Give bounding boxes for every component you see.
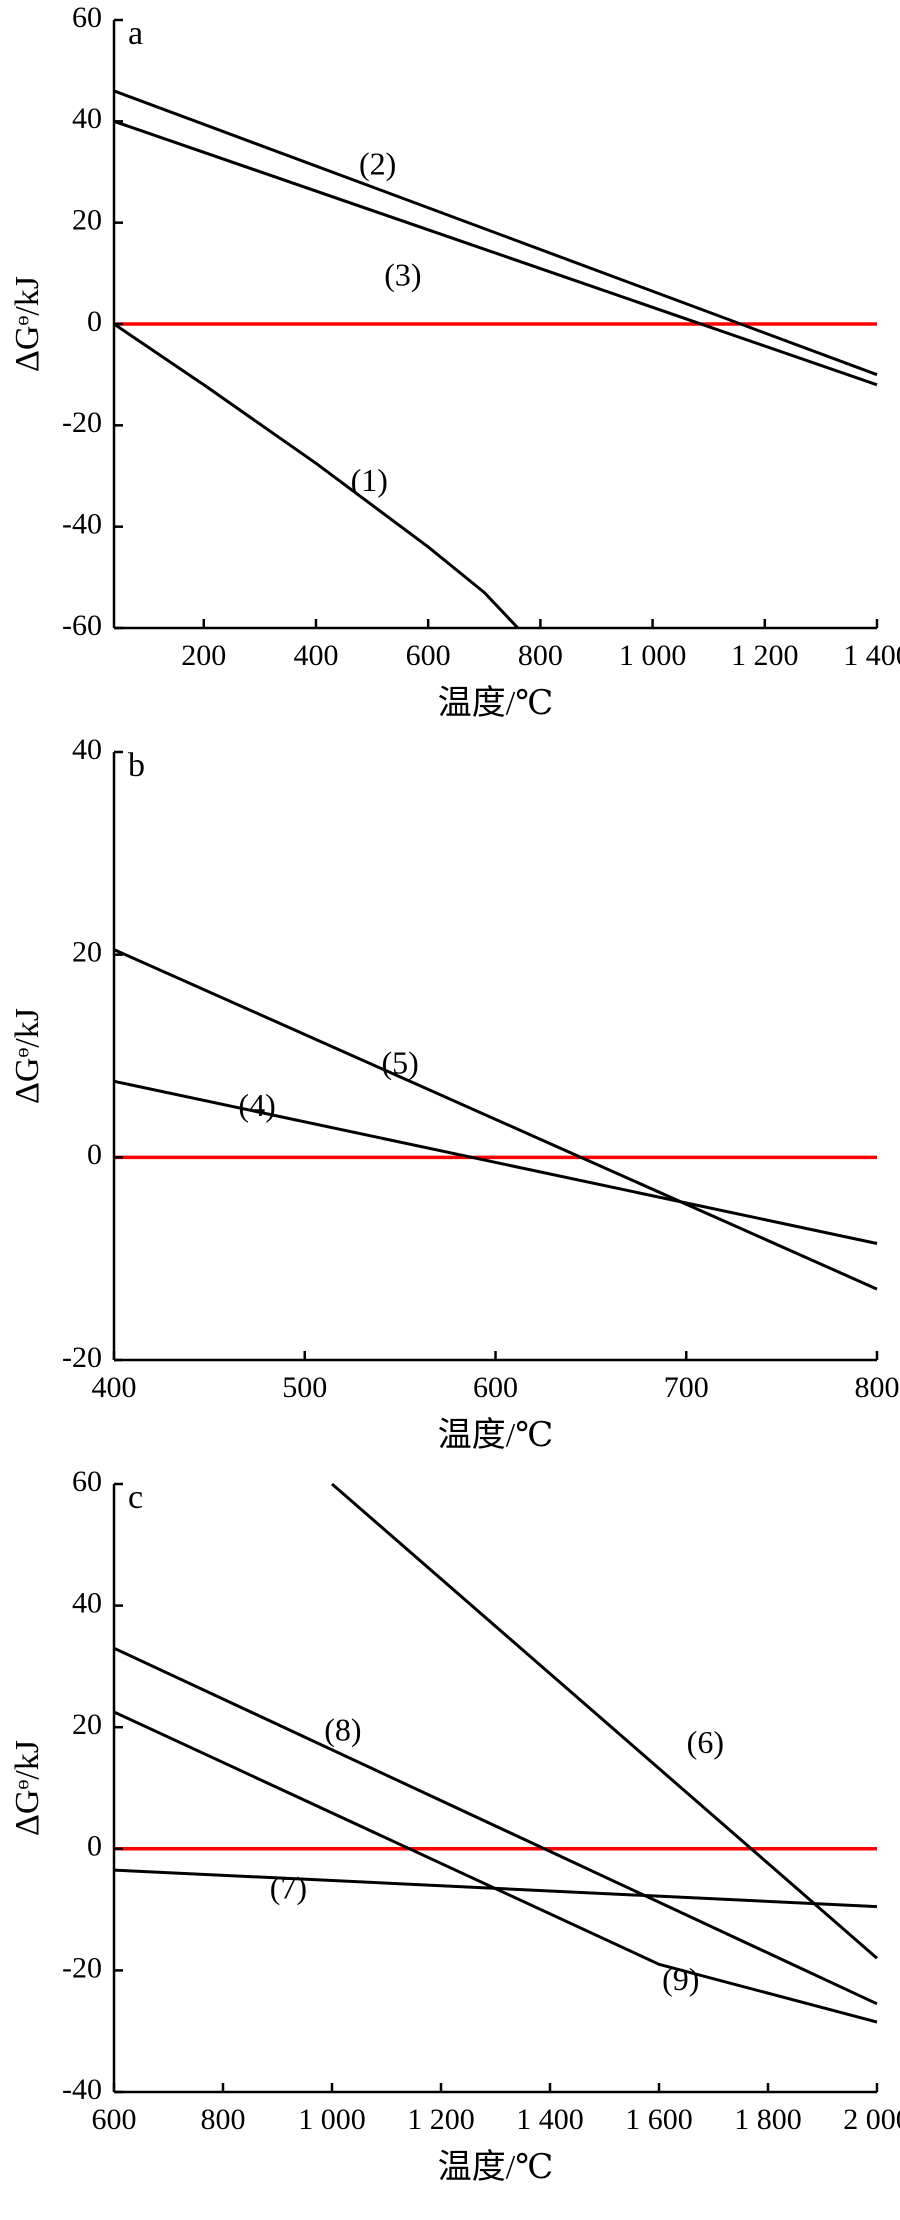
y-tick-label: 40 [72,1586,102,1619]
chart-panel-b: (4) (5) 400 500 600 700 800 -20 0 20 40 b 温度/℃ ΔGᶱ/kJ [9,733,900,1454]
y-axis-title: ΔGᶱ/kJ [9,1008,46,1104]
series-line-8 [113,1646,878,2006]
y-tick-label: 60 [72,1,102,34]
x-tick-label: 1 200 [407,2103,475,2136]
x-tick-label: 1 200 [731,639,799,672]
x-tick-label: 800 [855,1371,900,1404]
y-tick-label: 20 [72,936,102,969]
x-tick-label: 1 000 [298,2103,366,2136]
x-tick-label: 800 [201,2103,246,2136]
panel-letter: b [128,747,145,784]
series-label: (1) [351,462,388,498]
x-tick-label: 800 [518,639,563,672]
y-tick-label: 60 [72,1465,102,1498]
y-tick-label: -20 [62,1951,102,1984]
series-line-9 [113,1710,878,2024]
y-tick-label: 0 [87,1138,102,1171]
y-axis-title: ΔGᶱ/kJ [9,1740,46,1836]
x-tick-label: 1 600 [625,2103,693,2136]
series-label: (7) [270,1870,307,1906]
x-axis-title: 温度/℃ [438,2148,553,2186]
x-tick-label: 2 000 [843,2103,900,2136]
series-label: (3) [384,257,421,293]
panel-letter: c [128,1479,143,1516]
x-tick-label: 400 [293,639,338,672]
y-tick-label: 20 [72,204,102,237]
x-tick-label: 400 [92,1371,137,1404]
x-tick-label: 1 000 [619,639,687,672]
series-line-4 [113,1079,878,1245]
x-axis-title: 温度/℃ [438,1416,553,1454]
x-tick-label: 600 [406,639,451,672]
series-line-1 [113,322,519,630]
y-tick-label: 20 [72,1708,102,1741]
series-label: (8) [324,1712,361,1748]
series-label: (6) [687,1724,724,1760]
series-line-2 [113,89,878,377]
series-line-5 [113,948,878,1291]
series-line-3 [113,119,878,387]
y-tick-label: 0 [87,305,102,338]
y-tick-label: -60 [62,609,102,642]
y-tick-label: -40 [62,2073,102,2106]
series-label: (5) [381,1044,418,1080]
y-tick-label: -20 [62,1341,102,1374]
x-tick-label: 200 [181,639,226,672]
x-tick-label: 600 [92,2103,137,2136]
x-tick-label: 1 800 [734,2103,802,2136]
x-tick-label: 500 [282,1371,327,1404]
y-tick-label: -20 [62,406,102,439]
y-tick-label: -40 [62,508,102,541]
x-tick-label: 1 400 [516,2103,584,2136]
series-line-6 [331,1482,878,1960]
x-tick-label: 1 400 [843,639,900,672]
series-label: (2) [359,145,396,181]
series-label: (9) [662,1961,699,1997]
y-tick-label: 40 [72,733,102,766]
panel-letter: a [128,15,143,52]
chart-panel-c: (6)(7)(8)(9)600 800 1 000 1 200 1 400 1 600 1 … [9,1465,900,2186]
x-axis-title: 温度/℃ [438,684,553,722]
y-tick-label: 0 [87,1830,102,1863]
y-axis-title: ΔGᶱ/kJ [9,276,46,372]
series-label: (4) [238,1087,275,1123]
x-tick-label: 600 [473,1371,518,1404]
x-tick-label: 700 [664,1371,709,1404]
y-tick-label: 40 [72,102,102,135]
